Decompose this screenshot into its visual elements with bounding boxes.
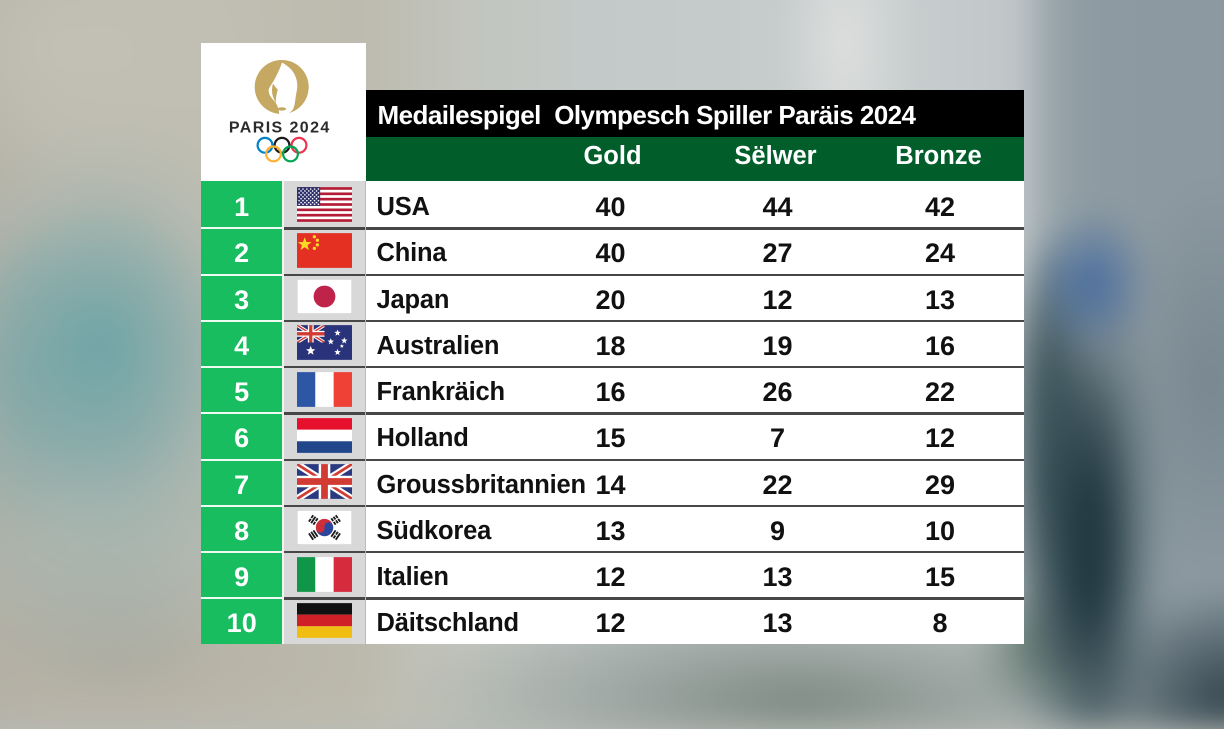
svg-text:PARIS 2024: PARIS 2024 (229, 120, 331, 137)
